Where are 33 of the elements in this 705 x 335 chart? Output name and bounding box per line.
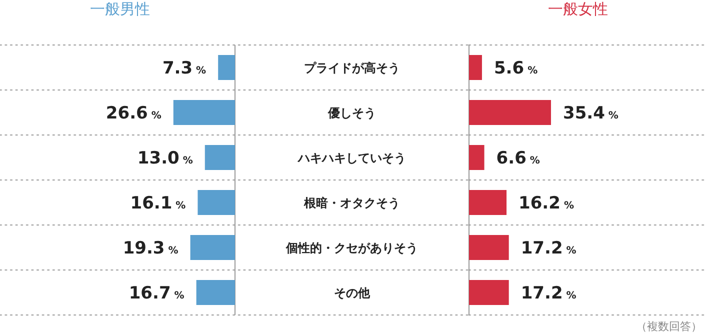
chart-title: 一般女性 <box>548 0 608 18</box>
bar <box>173 100 235 125</box>
y-tick-label: ハキハキしていそう <box>297 151 406 165</box>
y-tick-label: 優しそう <box>327 106 376 120</box>
data-label: 16.1 % <box>130 194 186 214</box>
data-label: 5.6 % <box>494 58 538 78</box>
bar <box>198 190 235 215</box>
chart-title: 一般男性 <box>90 0 150 18</box>
bar <box>196 280 235 305</box>
data-label: 7.3 % <box>162 58 206 78</box>
bar <box>469 100 551 125</box>
bar <box>218 55 235 80</box>
data-label: 16.2 % <box>518 194 574 214</box>
data-label: 35.4 % <box>563 104 618 124</box>
y-tick-label: 根暗・オタクそう <box>303 196 400 210</box>
bar <box>469 55 482 80</box>
data-label: 26.6 % <box>106 104 162 124</box>
bar <box>204 145 235 170</box>
data-label: 6.6 % <box>496 148 540 168</box>
data-label: 19.3 % <box>122 238 178 258</box>
bar <box>469 280 509 305</box>
y-tick-label: 個性的・クセがありそう <box>285 241 418 255</box>
data-label: 13.0 % <box>137 148 193 168</box>
text: （複数回答） <box>636 320 702 333</box>
y-tick-label: プライドが高そう <box>304 61 400 75</box>
bar <box>469 145 484 170</box>
bar <box>469 235 509 260</box>
data-label: 16.7 % <box>128 284 184 304</box>
bar <box>469 190 507 215</box>
bar <box>190 235 235 260</box>
data-label: 17.2 % <box>520 238 576 258</box>
data-label: 17.2 % <box>520 284 576 304</box>
y-tick-label: その他 <box>334 286 371 300</box>
